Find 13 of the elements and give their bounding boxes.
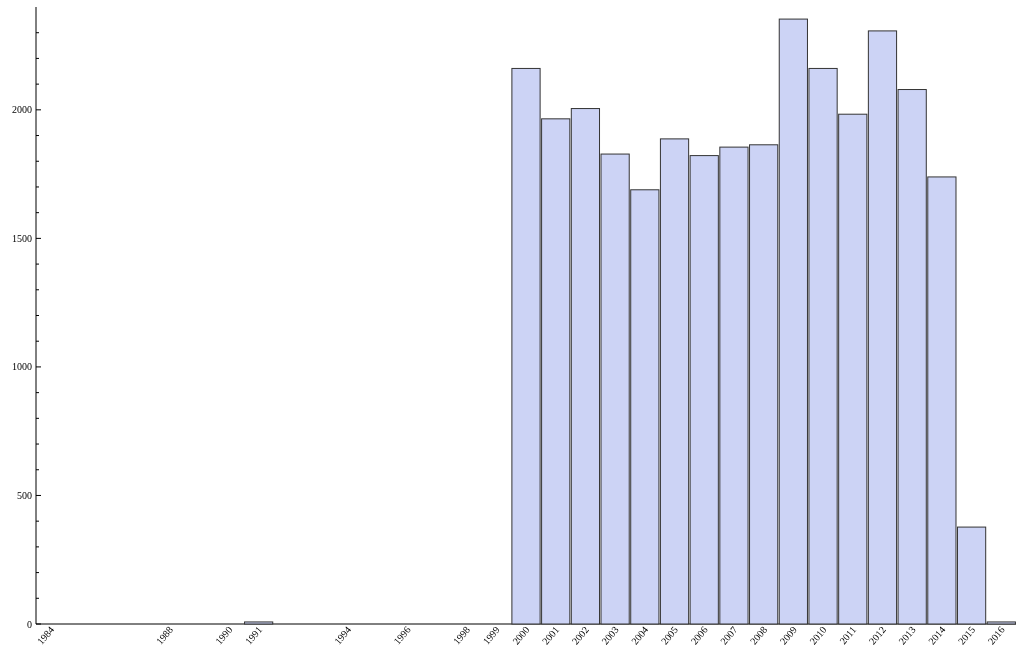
- x-tick-label: 1990: [213, 624, 235, 647]
- x-tick-label: 1999: [480, 624, 502, 647]
- x-tick-label: 1988: [153, 624, 176, 647]
- x-tick-label: 1984: [34, 624, 57, 647]
- x-tick-label: 1991: [242, 624, 265, 647]
- y-tick-label: 1500: [12, 232, 32, 244]
- x-tick-label: 1998: [450, 624, 473, 647]
- bar: [244, 621, 274, 625]
- x-tick-label: 1994: [332, 624, 354, 647]
- y-tick-label: 2000: [12, 104, 32, 116]
- y-tick-label: 1000: [12, 361, 32, 373]
- y-tick-label: 0: [27, 618, 32, 630]
- y-tick-label: 500: [17, 489, 32, 501]
